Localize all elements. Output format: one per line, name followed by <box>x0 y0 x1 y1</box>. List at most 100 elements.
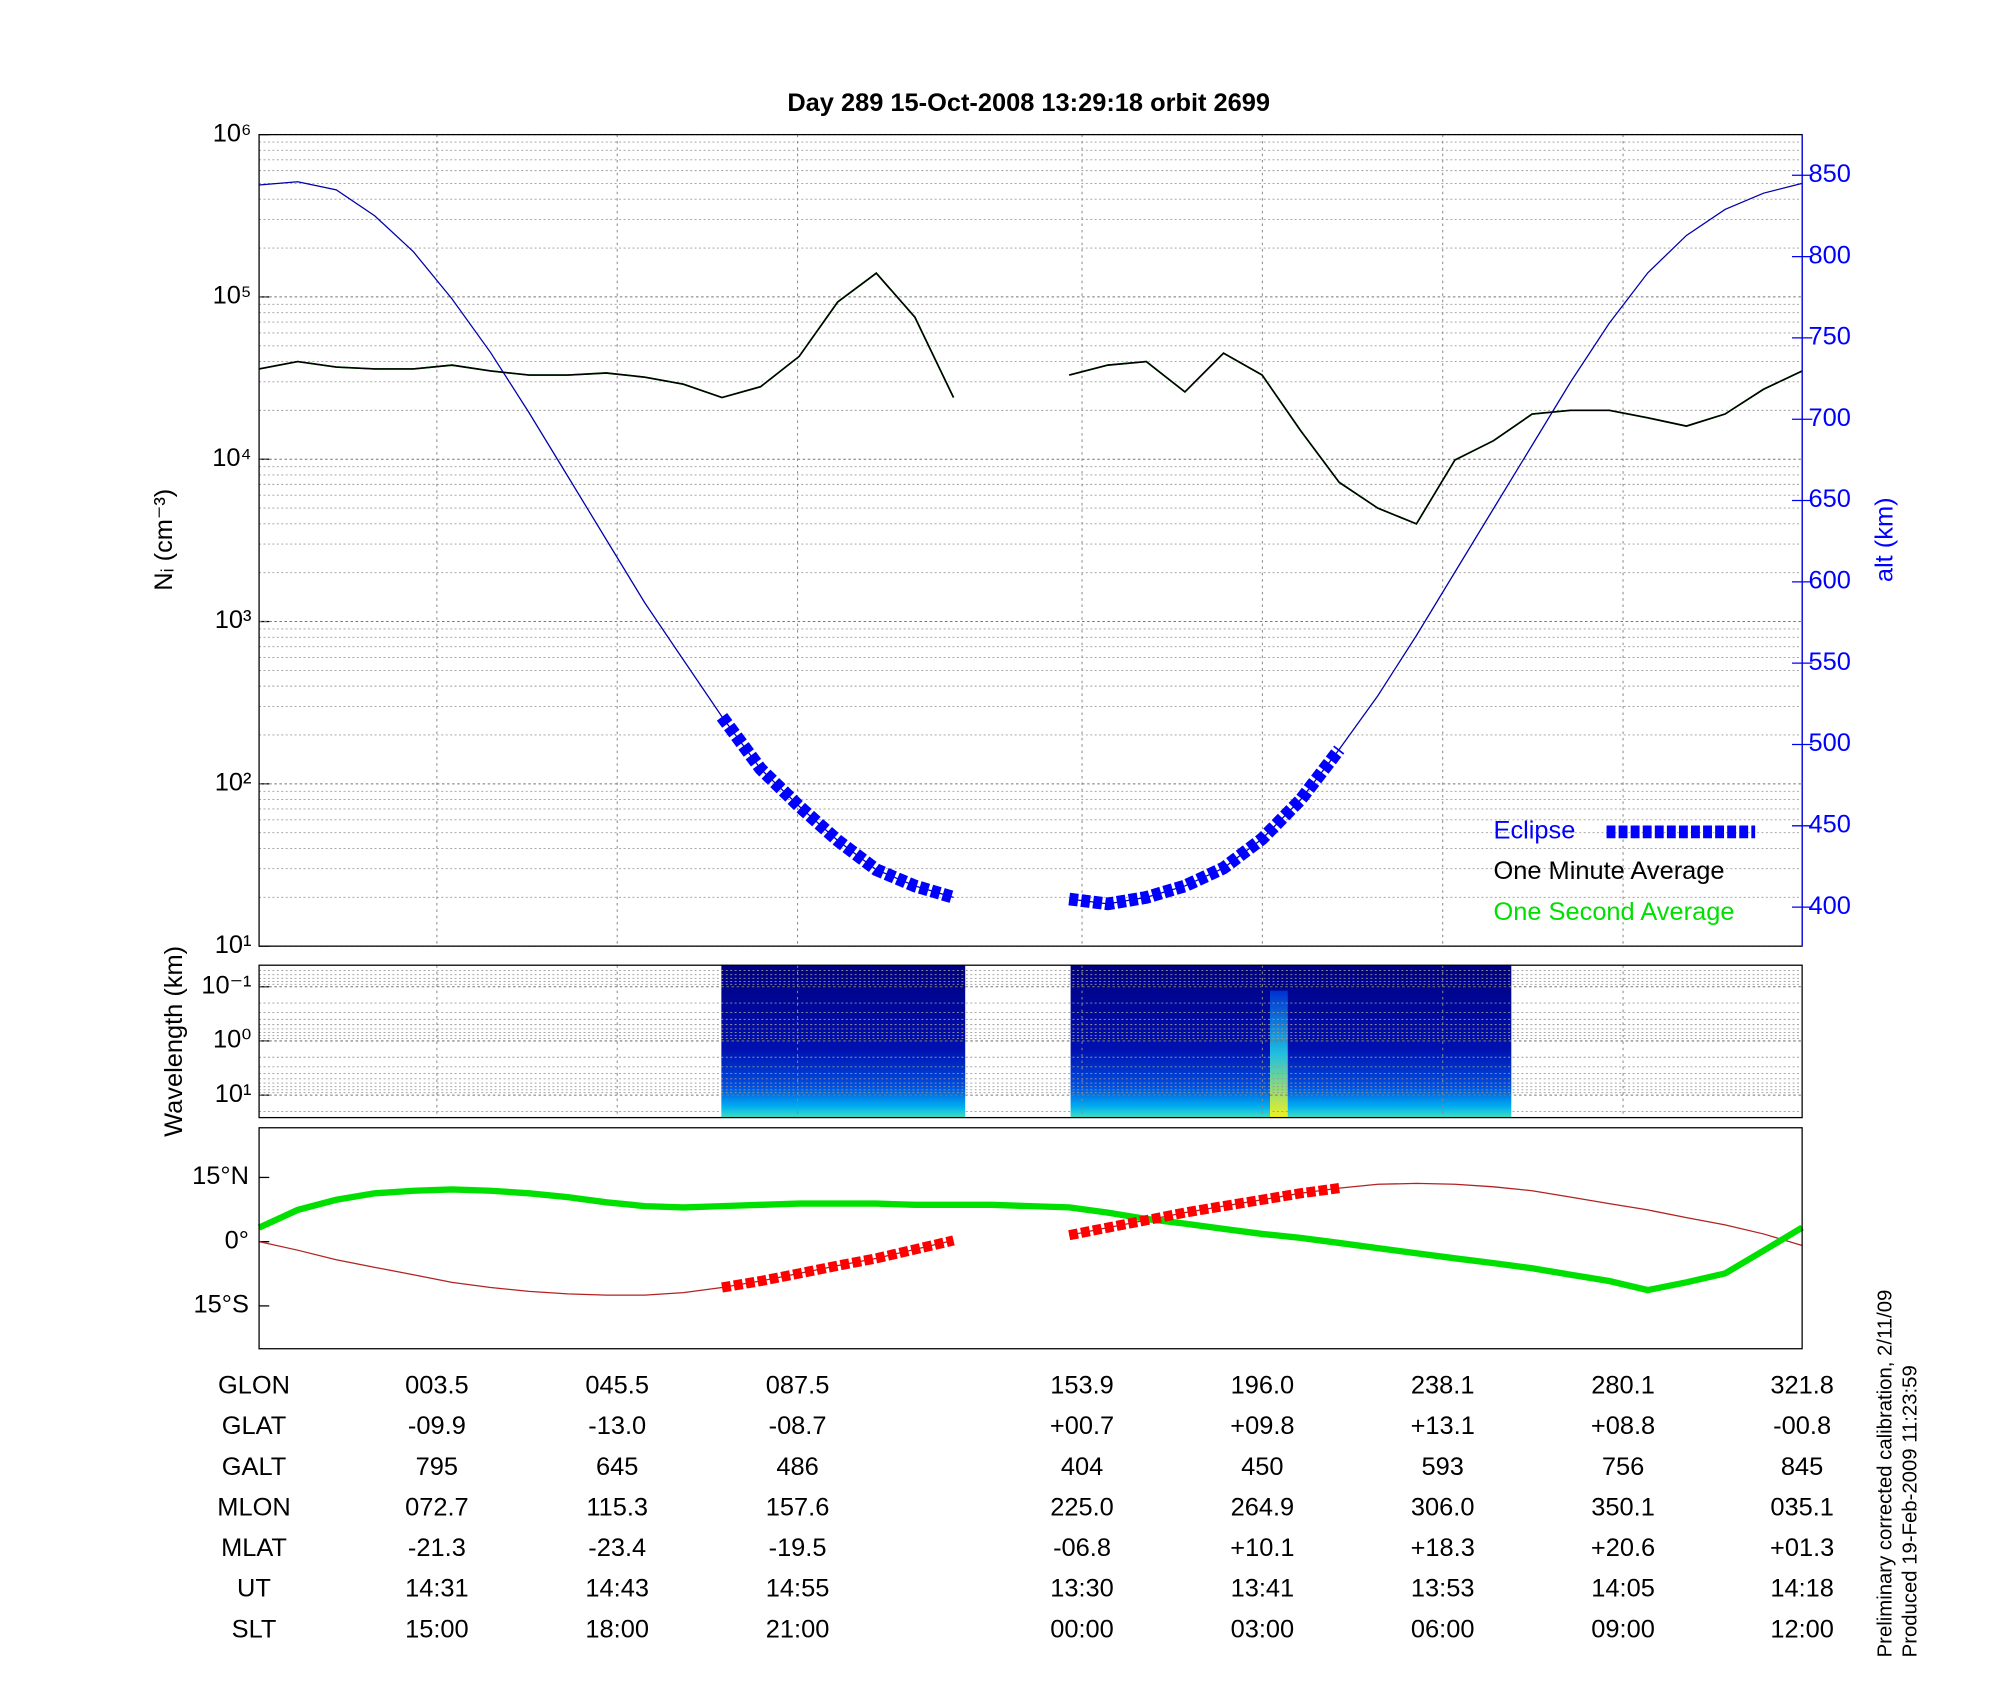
data-line <box>1069 352 1803 525</box>
table-cell: -08.7 <box>769 1412 827 1440</box>
row-label: GLAT <box>222 1412 286 1440</box>
table-cell: 087.5 <box>766 1372 830 1400</box>
y-tick-label: 10¹ <box>215 931 252 959</box>
table-cell: 045.5 <box>585 1372 649 1400</box>
table-cell: -21.3 <box>408 1534 466 1562</box>
table-cell: 645 <box>596 1453 638 1481</box>
y2-tick-label: 400 <box>1808 892 1850 920</box>
panel-frame <box>258 1127 1803 1350</box>
table-cell: -09.9 <box>408 1412 466 1440</box>
table-cell: 003.5 <box>405 1372 469 1400</box>
y2-tick-label: 750 <box>1808 323 1850 351</box>
table-cell: 14:55 <box>766 1575 830 1603</box>
table-cell: +20.6 <box>1591 1534 1655 1562</box>
data-line <box>258 272 955 399</box>
y-tick-label: 10⁻¹ <box>201 971 251 999</box>
table-cell: 12:00 <box>1770 1615 1834 1643</box>
y-tick-label: 10¹ <box>215 1080 252 1108</box>
y2-tick-label: 600 <box>1808 567 1850 595</box>
data-line <box>258 272 955 399</box>
y2-tick-label: 650 <box>1808 485 1850 513</box>
table-cell: 756 <box>1602 1453 1644 1481</box>
table-cell: -06.8 <box>1053 1534 1111 1562</box>
y-axis-label: Nᵢ (cm⁻³) <box>150 489 178 591</box>
table-cell: 14:05 <box>1591 1575 1655 1603</box>
row-label: SLT <box>232 1615 277 1643</box>
row-label: GALT <box>222 1453 286 1481</box>
y2-tick-label: 500 <box>1808 729 1850 757</box>
row-label: UT <box>237 1575 271 1603</box>
table-cell: 115.3 <box>586 1493 648 1521</box>
row-label: MLAT <box>221 1534 287 1562</box>
y-tick-label: 10⁶ <box>213 119 252 147</box>
table-cell: 13:53 <box>1411 1575 1475 1603</box>
table-cell: 09:00 <box>1591 1615 1655 1643</box>
table-cell: 06:00 <box>1411 1615 1475 1643</box>
table-cell: 13:41 <box>1231 1575 1295 1603</box>
spectrogram-spike <box>1270 990 1288 1118</box>
table-cell: -19.5 <box>769 1534 827 1562</box>
data-line <box>1069 352 1803 525</box>
table-cell: 280.1 <box>1591 1372 1655 1400</box>
data-line <box>259 181 954 898</box>
y2-tick-label: 700 <box>1808 404 1850 432</box>
y2-tick-label: 800 <box>1808 241 1850 269</box>
table-cell: 593 <box>1422 1453 1464 1481</box>
table-cell: 03:00 <box>1231 1615 1295 1643</box>
table-cell: +01.3 <box>1770 1534 1834 1562</box>
table-cell: 450 <box>1241 1453 1283 1481</box>
table-cell: +13.1 <box>1411 1412 1475 1440</box>
table-cell: 072.7 <box>405 1493 469 1521</box>
table-cell: 845 <box>1781 1453 1823 1481</box>
y2-tick-label: 550 <box>1808 648 1850 676</box>
y2-tick-label: 850 <box>1808 160 1850 188</box>
table-cell: 00:00 <box>1050 1615 1114 1643</box>
row-label: GLON <box>218 1372 290 1400</box>
table-cell: 157.6 <box>766 1493 830 1521</box>
y-axis-label: Wavelength (km) <box>160 946 188 1137</box>
y2-axis-label: alt (km) <box>1871 497 1899 582</box>
y-tick-label: 10³ <box>215 606 252 634</box>
table-cell: 404 <box>1061 1453 1103 1481</box>
note: Produced 19-Feb-2009 11:23:59 <box>1900 1365 1922 1657</box>
legend-label: One Second Average <box>1494 898 1735 926</box>
y-tick-label: 0° <box>225 1226 249 1254</box>
eclipse-track <box>1068 1183 1340 1241</box>
row-label: MLON <box>217 1493 290 1521</box>
y-tick-label: 10⁴ <box>212 444 251 472</box>
table-cell: 196.0 <box>1231 1372 1295 1400</box>
table-cell: 14:18 <box>1770 1575 1834 1603</box>
y-tick-label: 10² <box>215 769 252 797</box>
table-cell: +00.7 <box>1050 1412 1114 1440</box>
table-cell: 14:43 <box>585 1575 649 1603</box>
table-cell: 264.9 <box>1231 1493 1295 1521</box>
table-cell: 035.1 <box>1770 1493 1834 1521</box>
table-cell: 225.0 <box>1050 1493 1114 1521</box>
eclipse-track <box>721 1235 955 1293</box>
y-tick-label: 10⁵ <box>213 282 252 310</box>
y2-tick-label: 450 <box>1808 811 1850 839</box>
table-cell: +08.8 <box>1591 1412 1655 1440</box>
table-cell: 306.0 <box>1411 1493 1475 1521</box>
table-cell: -00.8 <box>1773 1412 1831 1440</box>
table-cell: 21:00 <box>766 1615 830 1643</box>
note: Preliminary corrected calibration, 2/11/… <box>1874 1290 1896 1658</box>
plot-root: Day 289 15-Oct-2008 13:29:18 orbit 2699 … <box>150 89 1922 1658</box>
table-cell: 15:00 <box>405 1615 469 1643</box>
panel-frame <box>258 964 1803 1119</box>
table-cell: 153.9 <box>1050 1372 1114 1400</box>
data-line <box>1069 182 1803 905</box>
y-tick-label: 15°S <box>194 1291 249 1319</box>
table-cell: +09.8 <box>1230 1412 1294 1440</box>
table-cell: -23.4 <box>588 1534 646 1562</box>
table-cell: -13.0 <box>588 1412 646 1440</box>
table-cell: +10.1 <box>1230 1534 1294 1562</box>
legend-label: One Minute Average <box>1494 857 1725 885</box>
legend-label: Eclipse <box>1494 817 1576 845</box>
chart-title: Day 289 15-Oct-2008 13:29:18 orbit 2699 <box>787 89 1270 117</box>
y-tick-label: 15°N <box>192 1162 249 1190</box>
table-cell: +18.3 <box>1411 1534 1475 1562</box>
table-cell: 795 <box>416 1453 458 1481</box>
